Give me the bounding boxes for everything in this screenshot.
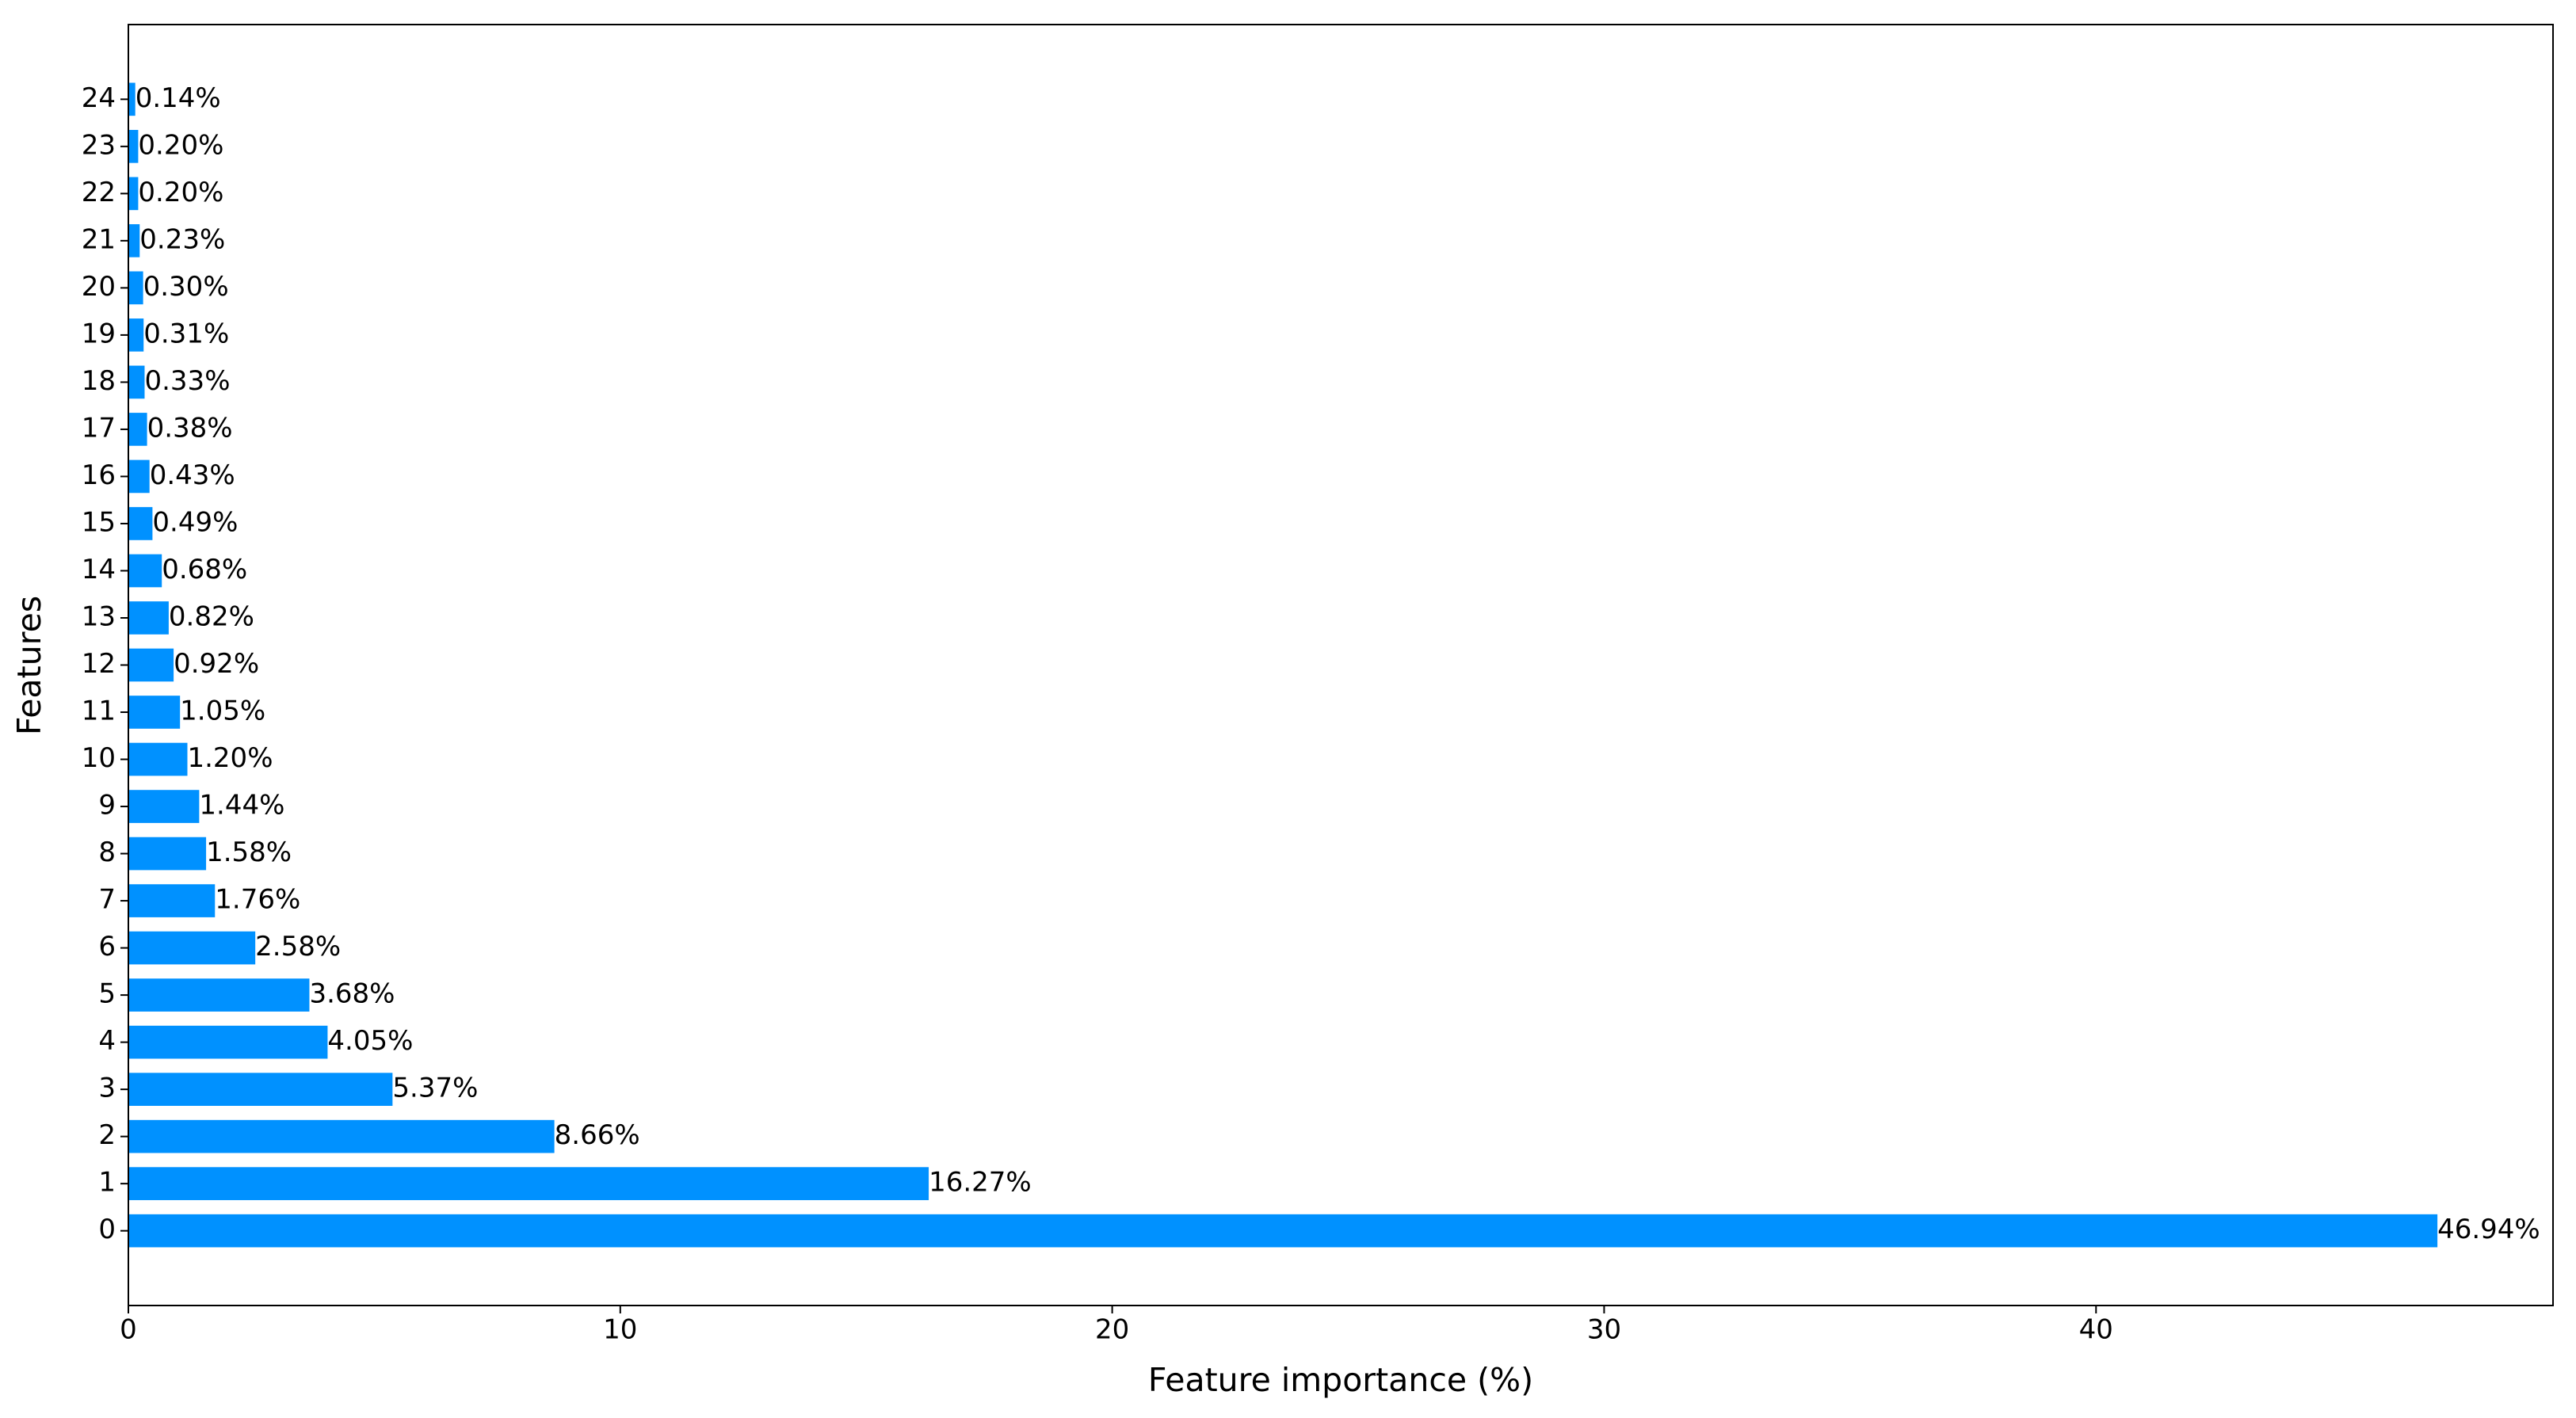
bar <box>128 507 153 540</box>
bar <box>128 224 140 257</box>
value-label: 0.33% <box>144 365 230 397</box>
value-label: 0.68% <box>162 554 247 585</box>
value-label: 0.92% <box>174 648 259 680</box>
bar <box>128 648 174 682</box>
y-tick-label: 9 <box>98 790 116 821</box>
x-tick-label: 10 <box>603 1314 637 1346</box>
plot-frame <box>128 24 2554 1306</box>
value-label: 46.94% <box>2437 1214 2540 1245</box>
y-tick-label: 11 <box>82 696 116 727</box>
bar <box>128 931 256 965</box>
y-tick-label: 16 <box>82 459 116 491</box>
bar <box>128 365 145 399</box>
bar <box>128 1025 328 1059</box>
y-tick-label: 6 <box>98 931 116 962</box>
y-tick-label: 3 <box>98 1073 116 1104</box>
value-label: 2.58% <box>255 931 341 962</box>
value-label: 3.68% <box>309 978 395 1010</box>
y-tick-label: 12 <box>82 648 116 680</box>
y-tick-label: 23 <box>82 129 116 161</box>
bar <box>128 318 144 352</box>
bar <box>128 884 216 917</box>
y-tick-label: 4 <box>98 1025 116 1057</box>
y-tick-label: 8 <box>98 837 116 868</box>
value-label: 0.30% <box>143 271 229 303</box>
value-label: 0.23% <box>139 223 225 255</box>
value-label: 1.76% <box>215 884 300 916</box>
y-tick-label: 17 <box>82 412 116 444</box>
value-label: 0.20% <box>138 177 223 208</box>
value-label: 0.14% <box>135 82 221 114</box>
bar <box>128 554 162 588</box>
value-label: 0.43% <box>150 459 235 491</box>
bar <box>128 1167 929 1200</box>
y-tick-label: 22 <box>82 177 116 208</box>
y-tick-label: 15 <box>82 506 116 538</box>
value-label: 0.20% <box>138 129 223 161</box>
y-tick-label: 13 <box>82 600 116 632</box>
bar <box>128 459 150 494</box>
bar <box>128 82 135 116</box>
x-tick-label: 0 <box>120 1314 137 1346</box>
bar <box>128 696 181 729</box>
x-tick-label: 40 <box>2079 1314 2113 1346</box>
value-label: 0.49% <box>152 506 238 538</box>
value-label: 8.66% <box>555 1119 640 1151</box>
bar <box>128 978 310 1012</box>
value-label: 1.44% <box>199 790 284 821</box>
y-tick-label: 1 <box>98 1167 116 1199</box>
value-label: 0.31% <box>143 318 229 349</box>
y-tick-label: 7 <box>98 884 116 916</box>
y-tick-label: 18 <box>82 365 116 397</box>
y-tick-label: 20 <box>82 271 116 303</box>
y-tick-label: 10 <box>82 742 116 774</box>
value-label: 1.05% <box>180 696 265 727</box>
bar <box>128 413 147 446</box>
y-axis-label: Features <box>10 596 48 735</box>
y-tick-label: 5 <box>98 978 116 1010</box>
value-label: 16.27% <box>929 1167 1032 1199</box>
x-axis-label: Feature importance (%) <box>1148 1361 1533 1399</box>
x-tick-label: 20 <box>1095 1314 1129 1346</box>
y-tick-label: 21 <box>82 223 116 255</box>
value-label: 1.20% <box>187 742 273 774</box>
bar <box>128 1073 393 1106</box>
bar <box>128 601 169 635</box>
value-label: 4.05% <box>327 1025 413 1057</box>
bar <box>128 177 139 211</box>
y-tick-label: 0 <box>98 1214 116 1245</box>
bar <box>128 837 207 871</box>
y-tick-label: 14 <box>82 554 116 585</box>
bar <box>128 130 139 163</box>
value-label: 0.82% <box>169 600 254 632</box>
y-tick-label: 19 <box>82 318 116 349</box>
bar <box>128 790 200 823</box>
bar <box>128 1119 555 1153</box>
bar <box>128 1214 2438 1248</box>
bar <box>128 271 143 305</box>
value-label: 1.58% <box>206 837 292 868</box>
value-label: 0.38% <box>147 412 233 444</box>
y-tick-label: 24 <box>82 82 116 114</box>
x-tick-label: 30 <box>1587 1314 1621 1346</box>
bar <box>128 742 188 776</box>
y-tick-label: 2 <box>98 1119 116 1151</box>
value-label: 5.37% <box>392 1073 478 1104</box>
